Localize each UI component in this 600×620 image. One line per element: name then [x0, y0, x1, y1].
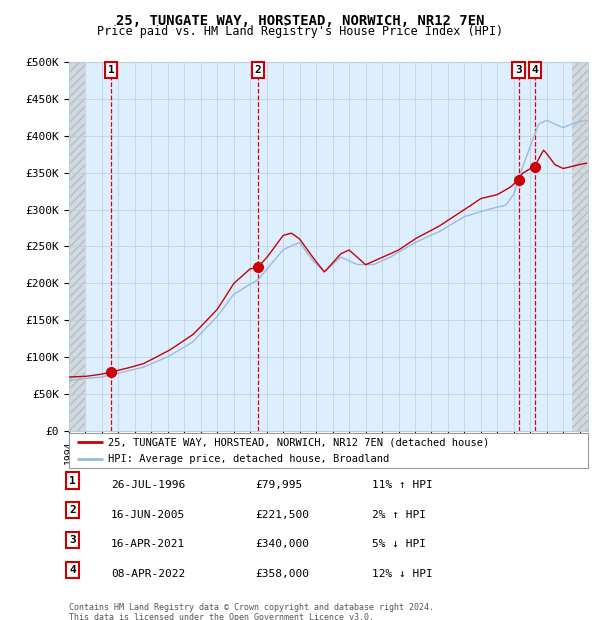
Text: This data is licensed under the Open Government Licence v3.0.: This data is licensed under the Open Gov…	[69, 613, 374, 620]
Text: 2: 2	[69, 505, 76, 515]
Text: 4: 4	[69, 565, 76, 575]
Text: 5% ↓ HPI: 5% ↓ HPI	[372, 539, 426, 549]
Text: HPI: Average price, detached house, Broadland: HPI: Average price, detached house, Broa…	[108, 454, 389, 464]
Text: 2% ↑ HPI: 2% ↑ HPI	[372, 510, 426, 520]
Text: 12% ↓ HPI: 12% ↓ HPI	[372, 569, 433, 579]
Text: 25, TUNGATE WAY, HORSTEAD, NORWICH, NR12 7EN (detached house): 25, TUNGATE WAY, HORSTEAD, NORWICH, NR12…	[108, 437, 489, 447]
Text: 16-APR-2021: 16-APR-2021	[111, 539, 185, 549]
Text: £79,995: £79,995	[255, 480, 302, 490]
Text: 1: 1	[108, 64, 115, 75]
Text: 2: 2	[254, 64, 261, 75]
Text: 08-APR-2022: 08-APR-2022	[111, 569, 185, 579]
Text: 26-JUL-1996: 26-JUL-1996	[111, 480, 185, 490]
Text: 16-JUN-2005: 16-JUN-2005	[111, 510, 185, 520]
Text: 3: 3	[515, 64, 522, 75]
Text: 3: 3	[69, 535, 76, 545]
Bar	[572, 62, 588, 431]
Text: £340,000: £340,000	[255, 539, 309, 549]
Text: £221,500: £221,500	[255, 510, 309, 520]
Text: £358,000: £358,000	[255, 569, 309, 579]
Text: 11% ↑ HPI: 11% ↑ HPI	[372, 480, 433, 490]
Text: 4: 4	[532, 64, 538, 75]
Bar	[69, 62, 85, 431]
Text: 25, TUNGATE WAY, HORSTEAD, NORWICH, NR12 7EN: 25, TUNGATE WAY, HORSTEAD, NORWICH, NR12…	[116, 14, 484, 28]
Text: Contains HM Land Registry data © Crown copyright and database right 2024.: Contains HM Land Registry data © Crown c…	[69, 603, 434, 613]
Text: Price paid vs. HM Land Registry's House Price Index (HPI): Price paid vs. HM Land Registry's House …	[97, 25, 503, 38]
Text: 1: 1	[69, 476, 76, 485]
